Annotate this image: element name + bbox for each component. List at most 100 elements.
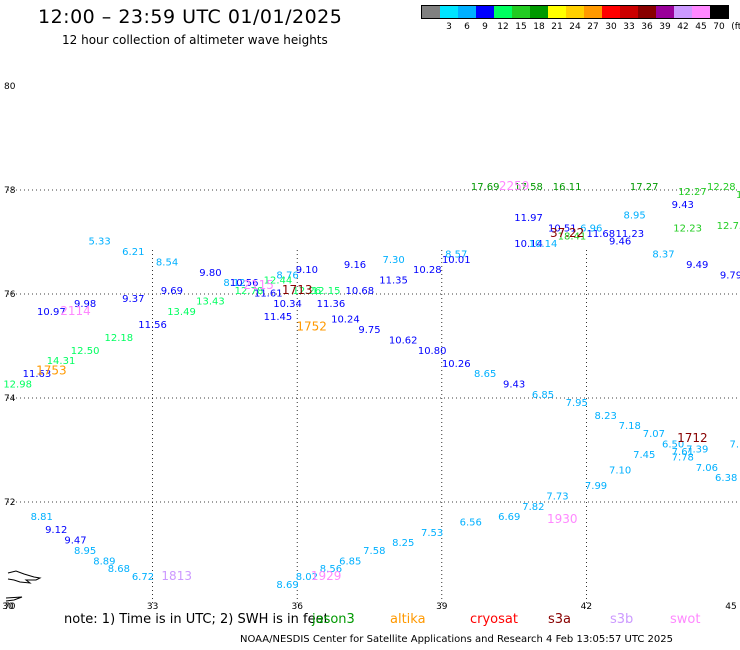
pass-time-label: 1753 [36, 364, 67, 378]
legend-frame [421, 5, 729, 19]
wave-height-observations: 10.979.98 9.375.336.218.549.699.808.1210.… [3, 182, 740, 591]
legend-swatch [584, 5, 602, 19]
mission-swot: swot [670, 612, 701, 627]
wave-height-value: 12.44 [264, 276, 293, 287]
longitude-label: 33 [147, 602, 158, 612]
wave-height-value: 12.15 [312, 286, 341, 297]
wave-height-value: 10.97 [37, 307, 66, 318]
pass-time-label: 1712 [677, 431, 708, 445]
wave-height-value: 7.99 [585, 481, 607, 492]
legend-swatch [458, 5, 476, 19]
wave-height-value: 9.43 [503, 380, 525, 391]
legend-tick-label: 24 [569, 22, 581, 32]
legend-swatch [692, 5, 710, 19]
wave-height-value: 11.45 [264, 312, 293, 323]
longitude-label: 42 [581, 602, 592, 612]
wave-height-value: 6.72 [132, 572, 154, 583]
legend-tick-label: 3 [446, 22, 452, 32]
wave-height-value: 10.34 [273, 299, 302, 310]
wave-height-value: 6.21 [122, 247, 144, 258]
wave-height-value: 8.54 [156, 257, 178, 268]
wave-height-value: 7.82 [522, 502, 544, 513]
wave-height-value: 11.36 [317, 299, 346, 310]
legend-swatch [476, 5, 494, 19]
wave-height-value: 8.95 [74, 546, 96, 557]
legend-swatch [656, 5, 674, 19]
wave-height-value: 7.61 [672, 447, 694, 458]
latitude-label: 76 [4, 290, 16, 300]
footer-credit: NOAA/NESDIS Center for Satellite Applica… [240, 634, 673, 645]
wave-height-value: 17.27 [630, 182, 659, 193]
wave-height-value: 9.79 [720, 270, 740, 281]
wave-height-value: 9.16 [344, 260, 366, 271]
wave-height-value: 10.51 [548, 224, 577, 235]
wave-height-value: 7.06 [696, 463, 718, 474]
legend-swatch [422, 5, 440, 19]
wave-height-value: 13.49 [167, 307, 196, 318]
mission-jason3: jason3 [312, 612, 355, 627]
wave-height-value: 8.65 [474, 369, 496, 380]
wave-height-value: 10.62 [389, 335, 418, 346]
wave-height-value: 12.75 [717, 221, 740, 232]
wave-height-value: 8.02 [296, 572, 318, 583]
wave-height-value: 7.15 [730, 439, 740, 450]
pass-time-label: 1813 [161, 569, 192, 583]
wave-height-value: 17.69 [471, 182, 500, 193]
legend-tick-label: 36 [641, 22, 653, 32]
wave-height-value: 9.47 [64, 536, 86, 547]
legend-tick-label: 70 [713, 22, 725, 32]
wave-height-value: 10.14 [514, 239, 543, 250]
wave-height-value: 8.68 [108, 564, 130, 575]
wave-height-value: 12.78 [235, 286, 264, 297]
latitude-label: 72 [4, 498, 15, 508]
pass-time-label: 2259 [499, 179, 530, 193]
wave-height-value: 11.63 [23, 369, 52, 380]
legend-swatch [566, 5, 584, 19]
wave-height-value: 8.12 [223, 278, 245, 289]
wave-height-value: 8.76 [276, 270, 298, 281]
longitude-label: 39 [436, 602, 448, 612]
legend-tick-label: 6 [464, 22, 470, 32]
wave-height-value: 7.58 [363, 546, 385, 557]
wave-height-value: 10.14 [529, 239, 558, 250]
wave-height-value: 14.31 [47, 356, 76, 367]
wave-height-value: 6.56 [460, 517, 482, 528]
legend-swatch [530, 5, 548, 19]
pass-time-label: 1713 [282, 283, 313, 297]
latitude-label: 70 [4, 602, 16, 612]
lat-lon-grid [8, 189, 740, 606]
wave-height-value: 11.35 [379, 276, 408, 287]
wave-height-value: 7.45 [633, 450, 655, 461]
legend-tick-label: 45 [695, 22, 707, 32]
wave-height-value: 8.23 [595, 411, 617, 422]
wave-height-value: 9.46 [609, 237, 631, 248]
wave-height-value: 16.11 [553, 182, 582, 193]
legend-swatch [638, 5, 656, 19]
wave-height-value: 10.24 [331, 315, 360, 326]
mission-s3b: s3b [610, 612, 634, 627]
wave-height-value: 10.56 [230, 278, 259, 289]
wave-height-value: 11.61 [254, 289, 283, 300]
wave-height-value: 9.10 [296, 265, 318, 276]
wave-height-value: 8.95 [623, 211, 645, 222]
wave-height-value: 10.28 [413, 265, 442, 276]
legend-tick-label: 30 [605, 22, 617, 32]
wave-height-value: 8.57 [445, 250, 467, 261]
legend-tick-label: 15 [515, 22, 527, 32]
legend-tick-label: 12 [497, 22, 509, 32]
note-text: note: 1) Time is in UTC; 2) SWH is in fe… [64, 612, 329, 627]
wave-height-value: 9.43 [672, 200, 694, 211]
wave-height-value: 10.68 [346, 286, 375, 297]
pass-time-labels: 1753 2114 1813 2115 1713 1752 1929 2259 37.22 193… [36, 179, 708, 583]
wave-height-value: 5.33 [88, 237, 110, 248]
wave-height-value: 9.12 [45, 525, 67, 536]
wave-height-value: 9.69 [161, 286, 183, 297]
wave-height-value: 8.37 [652, 250, 674, 261]
wave-height-value: 17.58 [514, 182, 543, 193]
wave-height-value: 7.53 [421, 528, 443, 539]
latitude-label: 78 [4, 186, 16, 196]
coastline [5, 570, 42, 602]
mission-s3a: s3a [548, 612, 572, 627]
